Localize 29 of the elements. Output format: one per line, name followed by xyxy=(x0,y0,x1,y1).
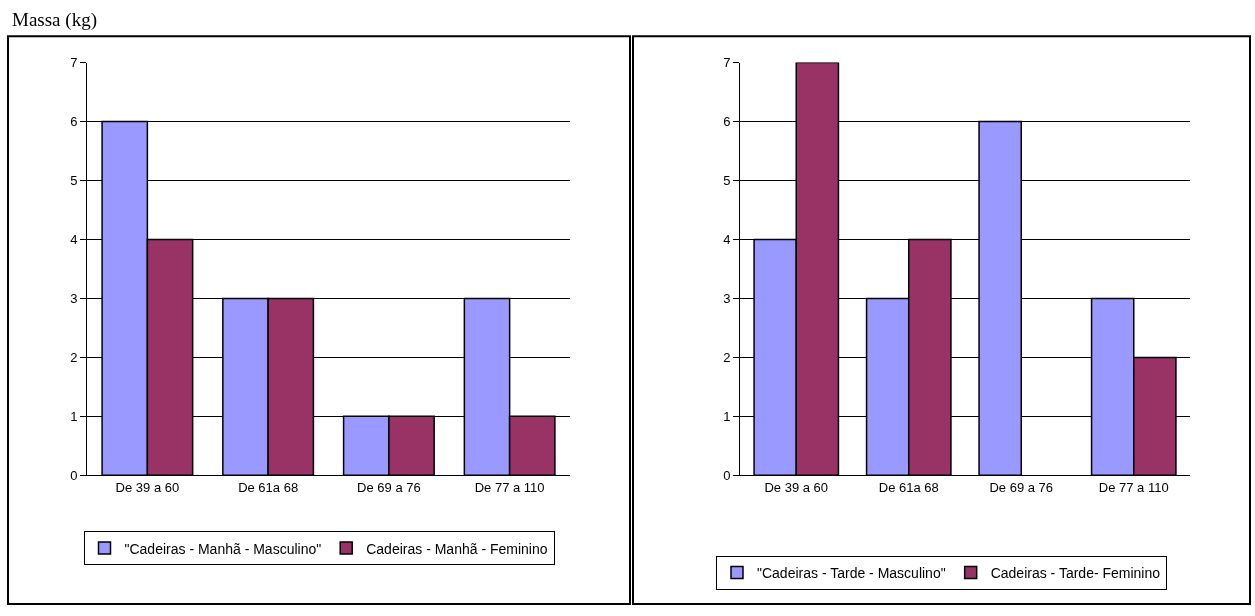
y-tick-label: 0 xyxy=(723,467,731,483)
x-tick-label: De 77 a 110 xyxy=(1098,479,1169,495)
x-tick-label: De 77 a 110 xyxy=(474,479,545,495)
y-tick-label: 3 xyxy=(723,290,731,306)
y-tick-label: 1 xyxy=(70,408,78,424)
y-tick-label: 3 xyxy=(70,290,78,306)
x-tick-label: De 61a 68 xyxy=(238,479,299,495)
legend-label: "Cadeiras - Manhã - Masculino" xyxy=(124,540,322,557)
legend-label: "Cadeiras - Tarde - Masculino" xyxy=(757,564,946,581)
y-tick-label: 6 xyxy=(723,114,731,130)
x-tick-label: De 69 a 76 xyxy=(989,479,1054,495)
legend-label: Cadeiras - Tarde- Feminino xyxy=(990,564,1161,581)
x-tick-label: De 69 a 76 xyxy=(357,479,421,495)
y-tick-label: 7 xyxy=(723,55,731,71)
y-tick-label: 4 xyxy=(723,232,731,248)
x-tick-label: De 39 a 60 xyxy=(115,479,180,495)
y-tick-label: 6 xyxy=(70,114,78,130)
y-tick-label: 1 xyxy=(723,408,731,424)
y-tick-label: 0 xyxy=(70,467,78,483)
y-tick-label: 4 xyxy=(70,232,78,248)
y-tick-label: 2 xyxy=(70,349,78,365)
y-tick-label: 7 xyxy=(70,55,78,71)
y-tick-label: 2 xyxy=(723,349,731,365)
y-tick-label: 5 xyxy=(70,173,78,189)
legend-label: Cadeiras - Manhã - Feminino xyxy=(366,540,548,557)
y-tick-label: 5 xyxy=(723,173,731,189)
x-tick-label: De 61a 68 xyxy=(878,479,939,495)
x-tick-label: De 39 a 60 xyxy=(764,479,829,495)
text: Massa (kg) xyxy=(12,9,97,31)
